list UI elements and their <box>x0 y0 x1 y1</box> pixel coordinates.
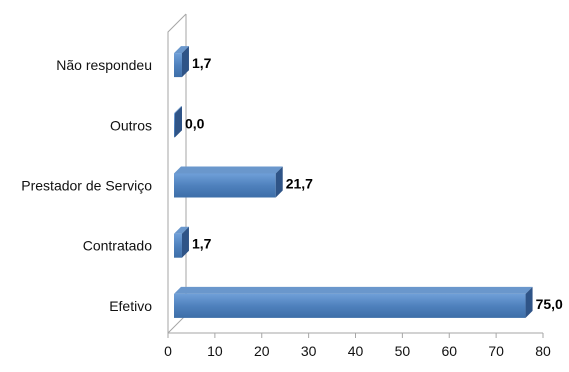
x-tick-label: 80 <box>535 343 551 359</box>
data-label: 0,0 <box>185 115 205 131</box>
bar-top-face <box>174 286 533 294</box>
bar <box>174 113 175 138</box>
bar-top-face <box>174 46 189 54</box>
x-tick-label: 10 <box>207 343 223 359</box>
data-label: 21,7 <box>286 176 313 192</box>
data-label: 1,7 <box>192 236 212 252</box>
bar-top-face <box>174 106 182 114</box>
x-tick-label: 50 <box>395 343 411 359</box>
bar-layer <box>174 46 533 318</box>
x-tick-label: 20 <box>254 343 270 359</box>
data-label: 75,0 <box>536 296 563 312</box>
category-label: Efetivo <box>109 298 152 314</box>
bar <box>174 53 182 78</box>
x-tick-label: 60 <box>441 343 457 359</box>
label-layer: Não respondeu 1,7 Outros 0,0 Prestador de Se… <box>21 55 563 314</box>
bar-side-face <box>181 226 189 258</box>
bar-side-face <box>181 46 189 78</box>
x-tick-label: 30 <box>301 343 317 359</box>
bar-top-face <box>174 226 189 234</box>
floor-edge <box>167 314 187 334</box>
category-label: Outros <box>110 117 152 133</box>
category-label: Contratado <box>83 238 152 254</box>
bar <box>174 293 526 318</box>
bar-side-face <box>175 106 182 138</box>
bar-side-face <box>525 286 533 318</box>
x-tick-label: 0 <box>164 343 172 359</box>
category-label: Não respondeu <box>56 57 152 73</box>
bar <box>174 233 182 258</box>
data-label: 1,7 <box>192 55 212 71</box>
x-tick-label: 70 <box>488 343 504 359</box>
x-tick-label: 40 <box>348 343 364 359</box>
category-label: Prestador de Serviço <box>21 178 152 194</box>
bar-side-face <box>275 166 283 198</box>
y-axis-frame <box>167 13 187 333</box>
bar-top-face <box>174 166 283 174</box>
bar <box>174 173 276 198</box>
